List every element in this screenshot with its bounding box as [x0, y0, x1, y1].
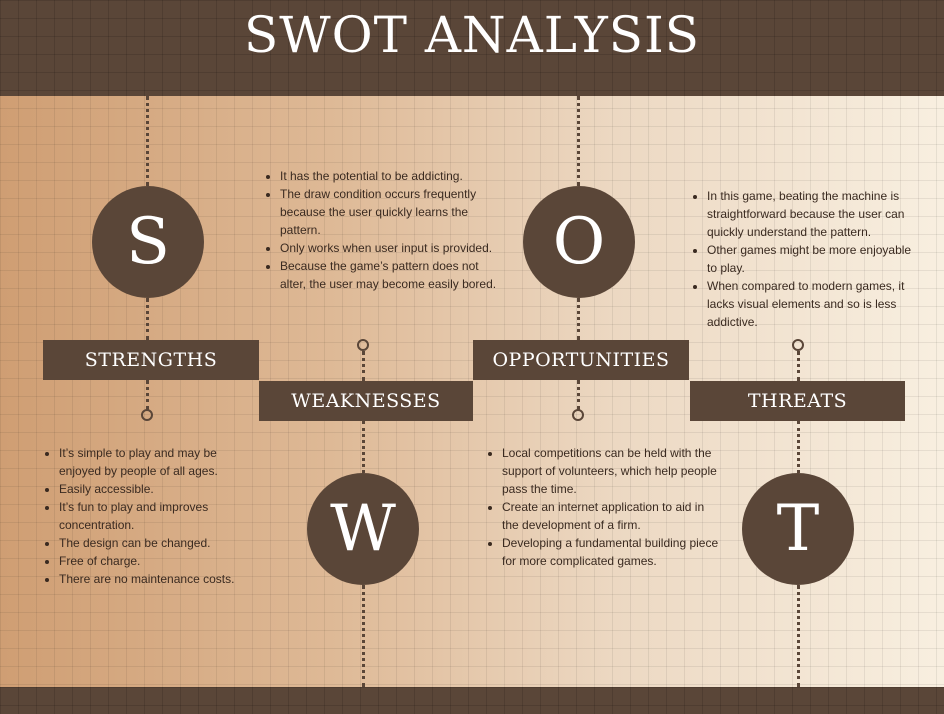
threats-list: In this game, beating the machine is str… — [691, 187, 921, 331]
weaknesses-connector-up — [362, 351, 365, 381]
opportunities-connector-top — [577, 96, 580, 186]
weaknesses-letter-circle: W — [307, 473, 419, 585]
strengths-label: STRENGTHS — [43, 340, 259, 380]
strengths-point: It’s fun to play and improves concentrat… — [59, 498, 257, 534]
strengths-connector-mid — [146, 298, 149, 340]
footer-band — [0, 687, 944, 714]
strengths-ring-marker — [141, 409, 153, 421]
opportunities-connector-low — [577, 380, 580, 410]
strengths-connector-low — [146, 380, 149, 410]
strengths-letter-circle: S — [92, 186, 204, 298]
threats-point: When compared to modern games, it lacks … — [707, 277, 921, 331]
strengths-point: Free of charge. — [59, 552, 257, 570]
weaknesses-point: It has the potential to be addicting. — [280, 167, 502, 185]
opportunities-point: Developing a fundamental building piece … — [502, 534, 720, 570]
strengths-list: It’s simple to play and may be enjoyed b… — [43, 444, 257, 588]
threats-point: In this game, beating the machine is str… — [707, 187, 921, 241]
strengths-point: Easily accessible. — [59, 480, 257, 498]
threats-connector-mid — [797, 421, 800, 473]
opportunities-letter-circle: O — [523, 186, 635, 298]
opportunities-ring-marker — [572, 409, 584, 421]
strengths-point: The design can be changed. — [59, 534, 257, 552]
weaknesses-connector-bottom — [362, 585, 365, 687]
opportunities-point: Create an internet application to aid in… — [502, 498, 720, 534]
threats-point: Other games might be more enjoyable to p… — [707, 241, 921, 277]
weaknesses-connector-mid — [362, 421, 365, 473]
weaknesses-list: It has the potential to be addicting. Th… — [264, 167, 502, 293]
opportunities-point: Local competitions can be held with the … — [502, 444, 720, 498]
opportunities-label: OPPORTUNITIES — [473, 340, 689, 380]
threats-label: THREATS — [690, 381, 905, 421]
threats-connector-up — [797, 351, 800, 381]
weaknesses-point: The draw condition occurs frequently bec… — [280, 185, 502, 239]
opportunities-connector-mid — [577, 298, 580, 340]
strengths-point: There are no maintenance costs. — [59, 570, 257, 588]
opportunities-list: Local competitions can be held with the … — [486, 444, 720, 570]
weaknesses-point: Because the game’s pattern does not alte… — [280, 257, 502, 293]
threats-ring-marker — [792, 339, 804, 351]
weaknesses-ring-marker — [357, 339, 369, 351]
title-banner — [0, 0, 944, 96]
weaknesses-label: WEAKNESSES — [259, 381, 473, 421]
strengths-point: It’s simple to play and may be enjoyed b… — [59, 444, 257, 480]
strengths-connector-top — [146, 96, 149, 186]
page-title: SWOT ANALYSIS — [243, 6, 701, 64]
threats-letter-circle: T — [742, 473, 854, 585]
weaknesses-point: Only works when user input is provided. — [280, 239, 502, 257]
threats-connector-bottom — [797, 585, 800, 687]
